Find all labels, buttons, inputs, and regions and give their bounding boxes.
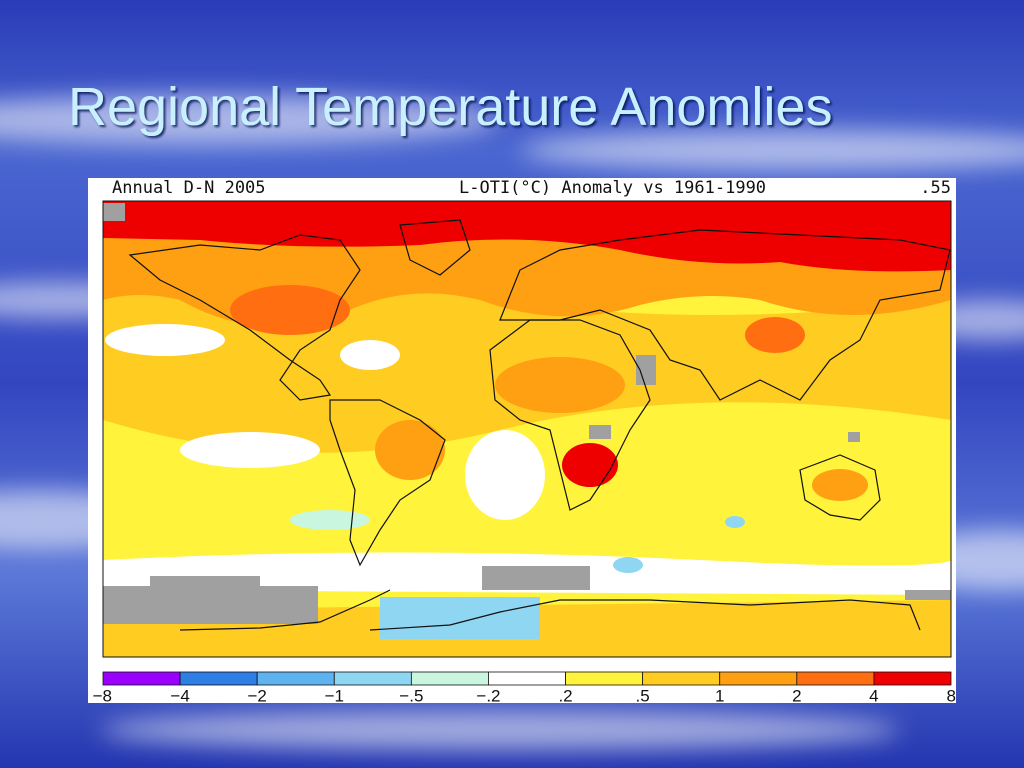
colorbar-label: 1 <box>715 686 724 705</box>
colorbar-label: 4 <box>869 686 878 705</box>
colorbar-bin <box>179 671 258 686</box>
colorbar-label: .2 <box>558 686 572 705</box>
colorbar: −8 −4 −2 −1 −.5 −.2 .2 .5 1 2 4 8 <box>93 671 956 705</box>
colorbar-bin <box>333 671 412 686</box>
colorbar-bin <box>256 671 335 686</box>
colorbar-label: −.5 <box>399 686 423 705</box>
map-header-right: .55 <box>920 178 951 198</box>
colorbar-label: −4 <box>170 686 189 705</box>
slide-title: Regional Temperature Anomlies <box>68 77 832 137</box>
colorbar-label: 2 <box>792 686 801 705</box>
colorbar-bin <box>565 671 644 686</box>
colorbar-bin <box>719 671 798 686</box>
colorbar-bin <box>873 671 952 686</box>
colorbar-label: −8 <box>93 686 112 705</box>
colorbar-label: −.2 <box>476 686 500 705</box>
colorbar-bin <box>488 671 566 686</box>
map-frame <box>102 200 952 658</box>
colorbar-label: −2 <box>247 686 266 705</box>
colorbar-label: −1 <box>325 686 344 705</box>
anomaly-map <box>103 201 951 657</box>
map-header-center: L-OTI(°C) Anomaly vs 1961-1990 <box>459 178 766 198</box>
colorbar-bin <box>410 671 489 686</box>
colorbar-label: .5 <box>636 686 650 705</box>
colorbar-bin <box>796 671 875 686</box>
map-header-left: Annual D-N 2005 <box>112 178 266 198</box>
colorbar-label: 8 <box>947 686 956 705</box>
colorbar-bin <box>642 671 721 686</box>
colorbar-bin <box>102 671 181 686</box>
